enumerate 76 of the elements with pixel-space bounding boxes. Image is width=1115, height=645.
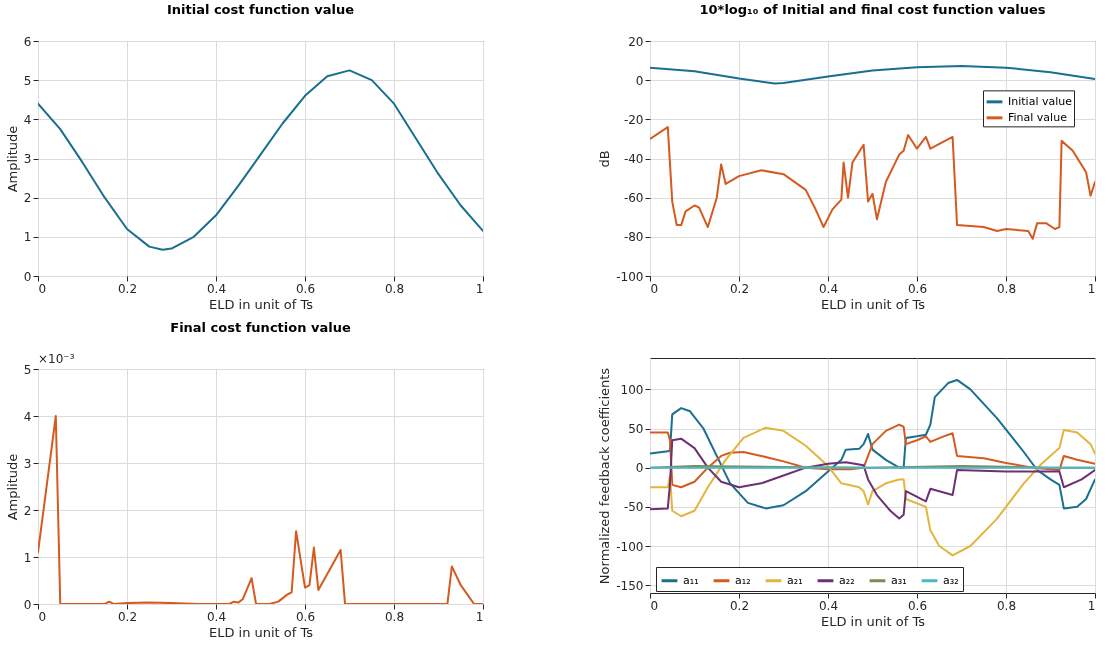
x-tick-label: 0.8 xyxy=(384,609,405,624)
y-tick-label: -100 xyxy=(616,269,644,284)
chart-title: 10*log₁₀ of Initial and final cost function values xyxy=(699,2,1046,17)
x-tick-label: 0.8 xyxy=(996,598,1017,613)
y-tick-label: 20 xyxy=(628,34,644,49)
x-tick-label: 0.4 xyxy=(206,609,227,624)
legend-label: a₂₁ xyxy=(787,573,803,587)
y-tick-label: 1 xyxy=(23,550,32,565)
x-axis-title: ELD in unit of Ts xyxy=(208,296,314,312)
legend-label: a₁₂ xyxy=(735,573,751,587)
line-series xyxy=(650,65,1095,85)
y-tick-label: 0 xyxy=(635,73,644,88)
x-axis-title: ELD in unit of Ts xyxy=(820,613,926,629)
chart-title: Initial cost function value xyxy=(166,2,355,17)
y-tick-label: 4 xyxy=(23,409,32,424)
y-tick-label: 50 xyxy=(628,422,644,436)
y-tick-label: -40 xyxy=(623,152,644,166)
y-tick-label: 0 xyxy=(635,461,644,476)
legend-label: Initial value xyxy=(1008,94,1073,108)
y-axis-title: dB xyxy=(597,150,613,168)
x-tick-label: 0 xyxy=(650,598,659,613)
chart-title: Final cost function value xyxy=(170,320,351,335)
x-axis-title: ELD in unit of Ts xyxy=(208,624,314,640)
line-series xyxy=(650,378,1095,510)
y-tick-label: -150 xyxy=(616,578,644,593)
y-axis-title: Normalized feedback coefficients xyxy=(597,367,613,585)
y-tick-label: 3 xyxy=(23,456,32,471)
x-tick-label: 0 xyxy=(650,281,659,296)
y-tick-label: 6 xyxy=(23,34,32,49)
line-series xyxy=(650,423,1095,489)
y-tick-label: -50 xyxy=(623,500,644,515)
y-tick-label: -20 xyxy=(623,112,644,127)
x-tick-label: 1 xyxy=(475,281,484,296)
y-tick-label: 2 xyxy=(23,503,32,518)
y-tick-label: 5 xyxy=(23,73,32,88)
line-series xyxy=(650,437,1095,520)
y-tick-label: -60 xyxy=(623,191,644,206)
x-tick-label: 0.4 xyxy=(206,281,227,296)
x-tick-label: 0.6 xyxy=(907,281,928,296)
y-tick-label: -100 xyxy=(616,539,644,554)
x-tick-label: 0.6 xyxy=(295,281,316,296)
y-tick-label: 2 xyxy=(23,191,32,206)
line-series xyxy=(650,426,1095,557)
x-tick-label: 0.6 xyxy=(907,598,928,613)
x-tick-label: 0 xyxy=(38,281,47,296)
x-tick-label: 0.2 xyxy=(117,609,138,624)
y-tick-label: -80 xyxy=(623,230,644,245)
y-tick-label: 1 xyxy=(23,230,32,245)
y-tick-label: 100 xyxy=(620,382,644,397)
legend-label: a₃₂ xyxy=(943,573,959,587)
y-tick-label: 0 xyxy=(23,269,32,284)
legend-label: a₁₁ xyxy=(683,573,699,587)
legend-label: Final value xyxy=(1008,110,1068,124)
x-tick-label: 0.4 xyxy=(818,598,839,613)
x-tick-label: 0.4 xyxy=(818,281,839,296)
x-tick-label: 0.2 xyxy=(729,598,750,613)
x-tick-label: 0.6 xyxy=(295,609,316,624)
y-tick-label: 5 xyxy=(23,362,32,377)
line-series xyxy=(38,69,483,251)
x-tick-label: 1 xyxy=(1087,598,1096,613)
y-tick-label: 4 xyxy=(23,112,32,127)
x-tick-label: 1 xyxy=(475,609,484,624)
x-tick-label: 0.8 xyxy=(996,281,1017,296)
x-tick-label: 1 xyxy=(1087,281,1096,296)
y-axis-title: Amplitude xyxy=(4,125,20,193)
y-axis-title: Amplitude xyxy=(4,453,20,521)
x-tick-label: 0 xyxy=(38,609,47,624)
x-tick-label: 0.8 xyxy=(384,281,405,296)
x-axis-title: ELD in unit of Ts xyxy=(820,296,926,312)
text: ×10⁻³ xyxy=(38,352,75,366)
x-tick-label: 0.2 xyxy=(117,281,138,296)
legend-label: a₂₂ xyxy=(839,573,855,587)
line-series xyxy=(650,126,1095,240)
y-tick-label: 3 xyxy=(23,152,32,166)
legend-label: a₃₁ xyxy=(891,573,907,587)
x-tick-label: 0.2 xyxy=(729,281,750,296)
